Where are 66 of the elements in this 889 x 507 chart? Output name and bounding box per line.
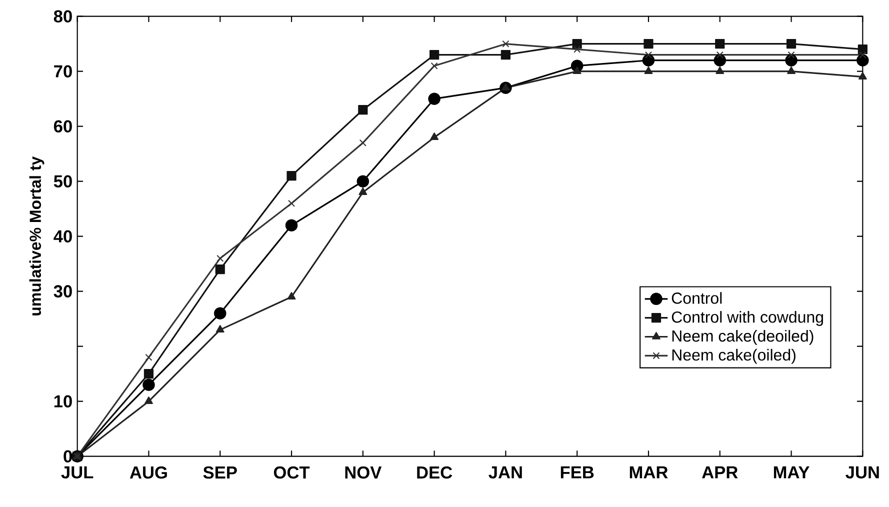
x-tick-label: APR — [702, 466, 738, 478]
point — [145, 354, 152, 361]
point — [572, 66, 582, 74]
point — [430, 132, 439, 140]
point — [358, 105, 368, 115]
point — [215, 264, 225, 274]
point — [359, 139, 366, 146]
point — [286, 171, 296, 181]
y-tick-label: 30 — [54, 285, 72, 298]
legend-label: Control with cowdung — [672, 311, 823, 326]
point — [788, 51, 795, 58]
point — [287, 292, 296, 300]
y-tick-label: 0 — [64, 450, 72, 462]
point — [358, 188, 368, 196]
point — [714, 54, 726, 66]
point — [430, 50, 440, 60]
point — [858, 44, 868, 54]
point — [858, 72, 867, 80]
legend-label: Control — [672, 292, 722, 304]
point — [644, 51, 652, 58]
x-tick-label: MAR — [630, 466, 668, 478]
y-tick-label: 80 — [54, 10, 72, 22]
x-tick-label: FEB — [560, 466, 594, 478]
x-tick-label: DEC — [417, 466, 452, 479]
y-tick-label: 50 — [54, 175, 72, 188]
point — [644, 66, 653, 74]
y-tick-label: 40 — [54, 230, 72, 242]
x-tick-label: AUG — [130, 466, 167, 479]
point — [574, 46, 581, 53]
x-tick-label: JUL — [61, 466, 94, 478]
point — [715, 39, 725, 49]
x-tick-label: SEP — [203, 466, 237, 479]
y-axis-title: umulative% Mortal ty — [29, 156, 44, 316]
point — [430, 62, 438, 70]
point — [859, 51, 866, 58]
x-tick-label: NOV — [345, 466, 382, 479]
legend-label: Neem cake(oiled) — [672, 348, 796, 364]
point — [144, 369, 154, 379]
x-tick-label: MAY — [774, 466, 810, 478]
point — [142, 378, 155, 391]
point — [786, 39, 796, 49]
point — [216, 325, 224, 333]
point — [144, 396, 153, 404]
point — [716, 66, 724, 74]
point — [288, 200, 296, 207]
x-tick-label: JAN — [488, 466, 522, 478]
point — [428, 92, 440, 105]
point — [787, 66, 796, 74]
point — [644, 39, 654, 49]
y-tick-label: 10 — [54, 395, 72, 408]
y-tick-label: 70 — [54, 65, 72, 78]
point — [214, 307, 226, 320]
point — [500, 50, 510, 60]
point — [502, 40, 510, 48]
x-tick-label: OCT — [274, 466, 310, 479]
point — [785, 54, 798, 66]
point — [642, 54, 655, 66]
point — [572, 39, 582, 49]
point — [856, 54, 869, 66]
point — [216, 254, 224, 262]
legend-label: Neem cake(deoiled) — [672, 330, 814, 345]
point — [285, 219, 298, 232]
x-tick-label: JUN — [846, 466, 879, 478]
point — [716, 51, 724, 58]
y-tick-label: 60 — [54, 120, 72, 132]
point — [356, 175, 370, 188]
